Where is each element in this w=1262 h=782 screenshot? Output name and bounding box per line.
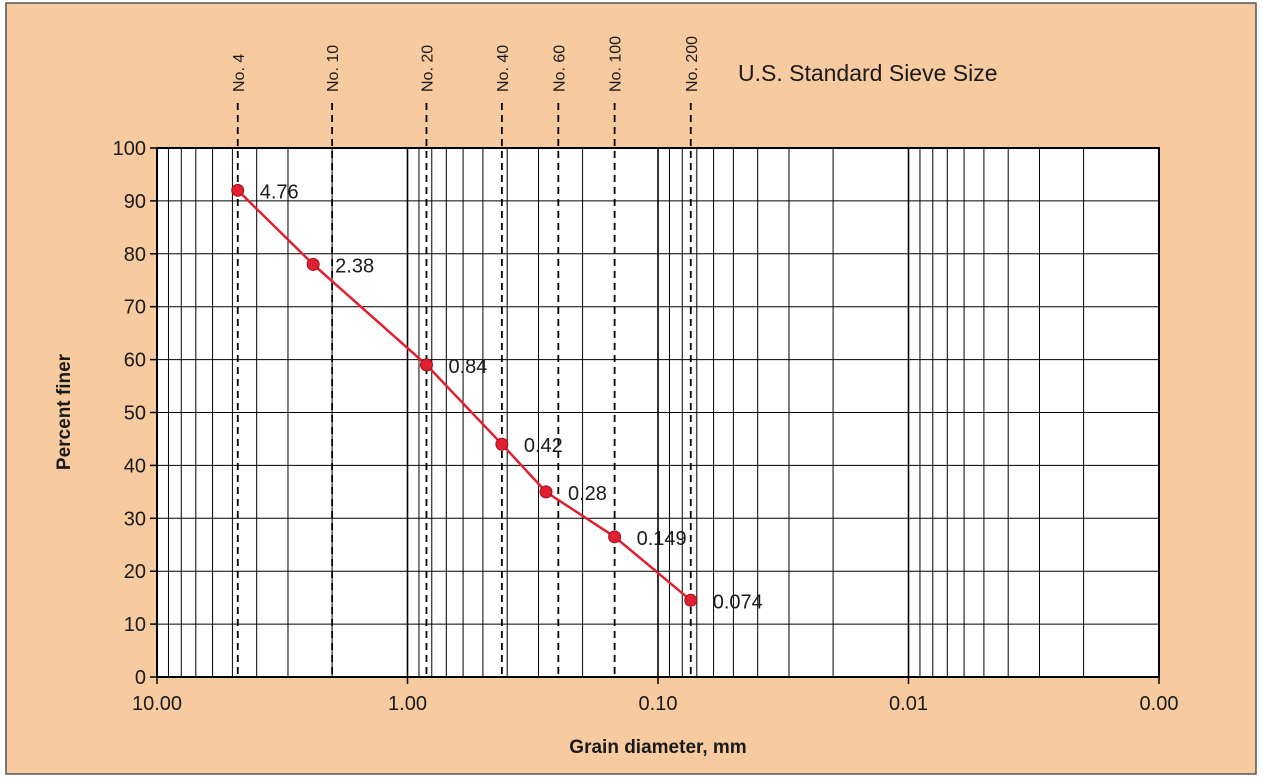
x-axis-title: Grain diameter, mm	[569, 737, 746, 758]
y-axis-title: Percent finer	[54, 353, 75, 470]
data-point	[306, 257, 320, 271]
y-tick-label: 30	[124, 508, 146, 530]
sieve-label: No. 40	[495, 45, 512, 92]
y-tick-label: 60	[124, 350, 146, 372]
y-tick-label: 100	[113, 138, 146, 160]
x-tick-label: 10.00	[132, 693, 182, 715]
data-label: 0.42	[524, 435, 563, 457]
sieve-label: No. 60	[551, 45, 568, 92]
data-point	[495, 437, 509, 451]
x-tick-label: 0.01	[889, 693, 928, 715]
sieve-label: No. 4	[231, 54, 248, 92]
sieve-label: No. 20	[419, 45, 436, 92]
x-tick-label: 0.10	[639, 693, 678, 715]
data-label: 0.84	[448, 356, 487, 378]
y-tick-label: 90	[124, 191, 146, 213]
y-tick-label: 0	[135, 667, 146, 689]
grid-lines	[157, 148, 1159, 677]
y-tick-label: 80	[124, 244, 146, 266]
data-point	[231, 183, 245, 197]
data-label: 0.149	[637, 528, 687, 550]
axis-labels: 10.00 1.00 0.10 0.01 0.00 0 10 20 30 40 50 60 70 80 90…	[113, 138, 1179, 715]
y-tick-label: 50	[124, 403, 146, 425]
sieve-label: No. 10	[325, 45, 342, 92]
sieve-label: No. 200	[684, 36, 701, 92]
y-tick-label: 70	[124, 297, 146, 319]
data-point	[608, 530, 622, 544]
data-point	[684, 593, 698, 607]
data-label: 4.76	[260, 181, 299, 203]
y-tick-label: 10	[124, 614, 146, 636]
data-label: 0.074	[713, 591, 763, 613]
sieve-lines: No. 4 No. 10 No. 20 No. 40 No. 60 No. 100 No. …	[231, 36, 701, 677]
data-point	[539, 485, 553, 499]
x-tick-label: 1.00	[388, 693, 427, 715]
x-tick-label: 0.00	[1140, 693, 1179, 715]
data-label: 0.28	[568, 483, 607, 505]
data-point	[419, 358, 433, 372]
data-series: 4.76 2.38 0.84 0.42 0.28 0.149 0.074	[231, 181, 763, 613]
sieve-size-title: U.S. Standard Sieve Size	[738, 60, 998, 86]
y-tick-label: 20	[124, 561, 146, 583]
sieve-label: No. 100	[608, 36, 625, 92]
data-label: 2.38	[335, 255, 374, 277]
y-tick-label: 40	[124, 455, 146, 477]
